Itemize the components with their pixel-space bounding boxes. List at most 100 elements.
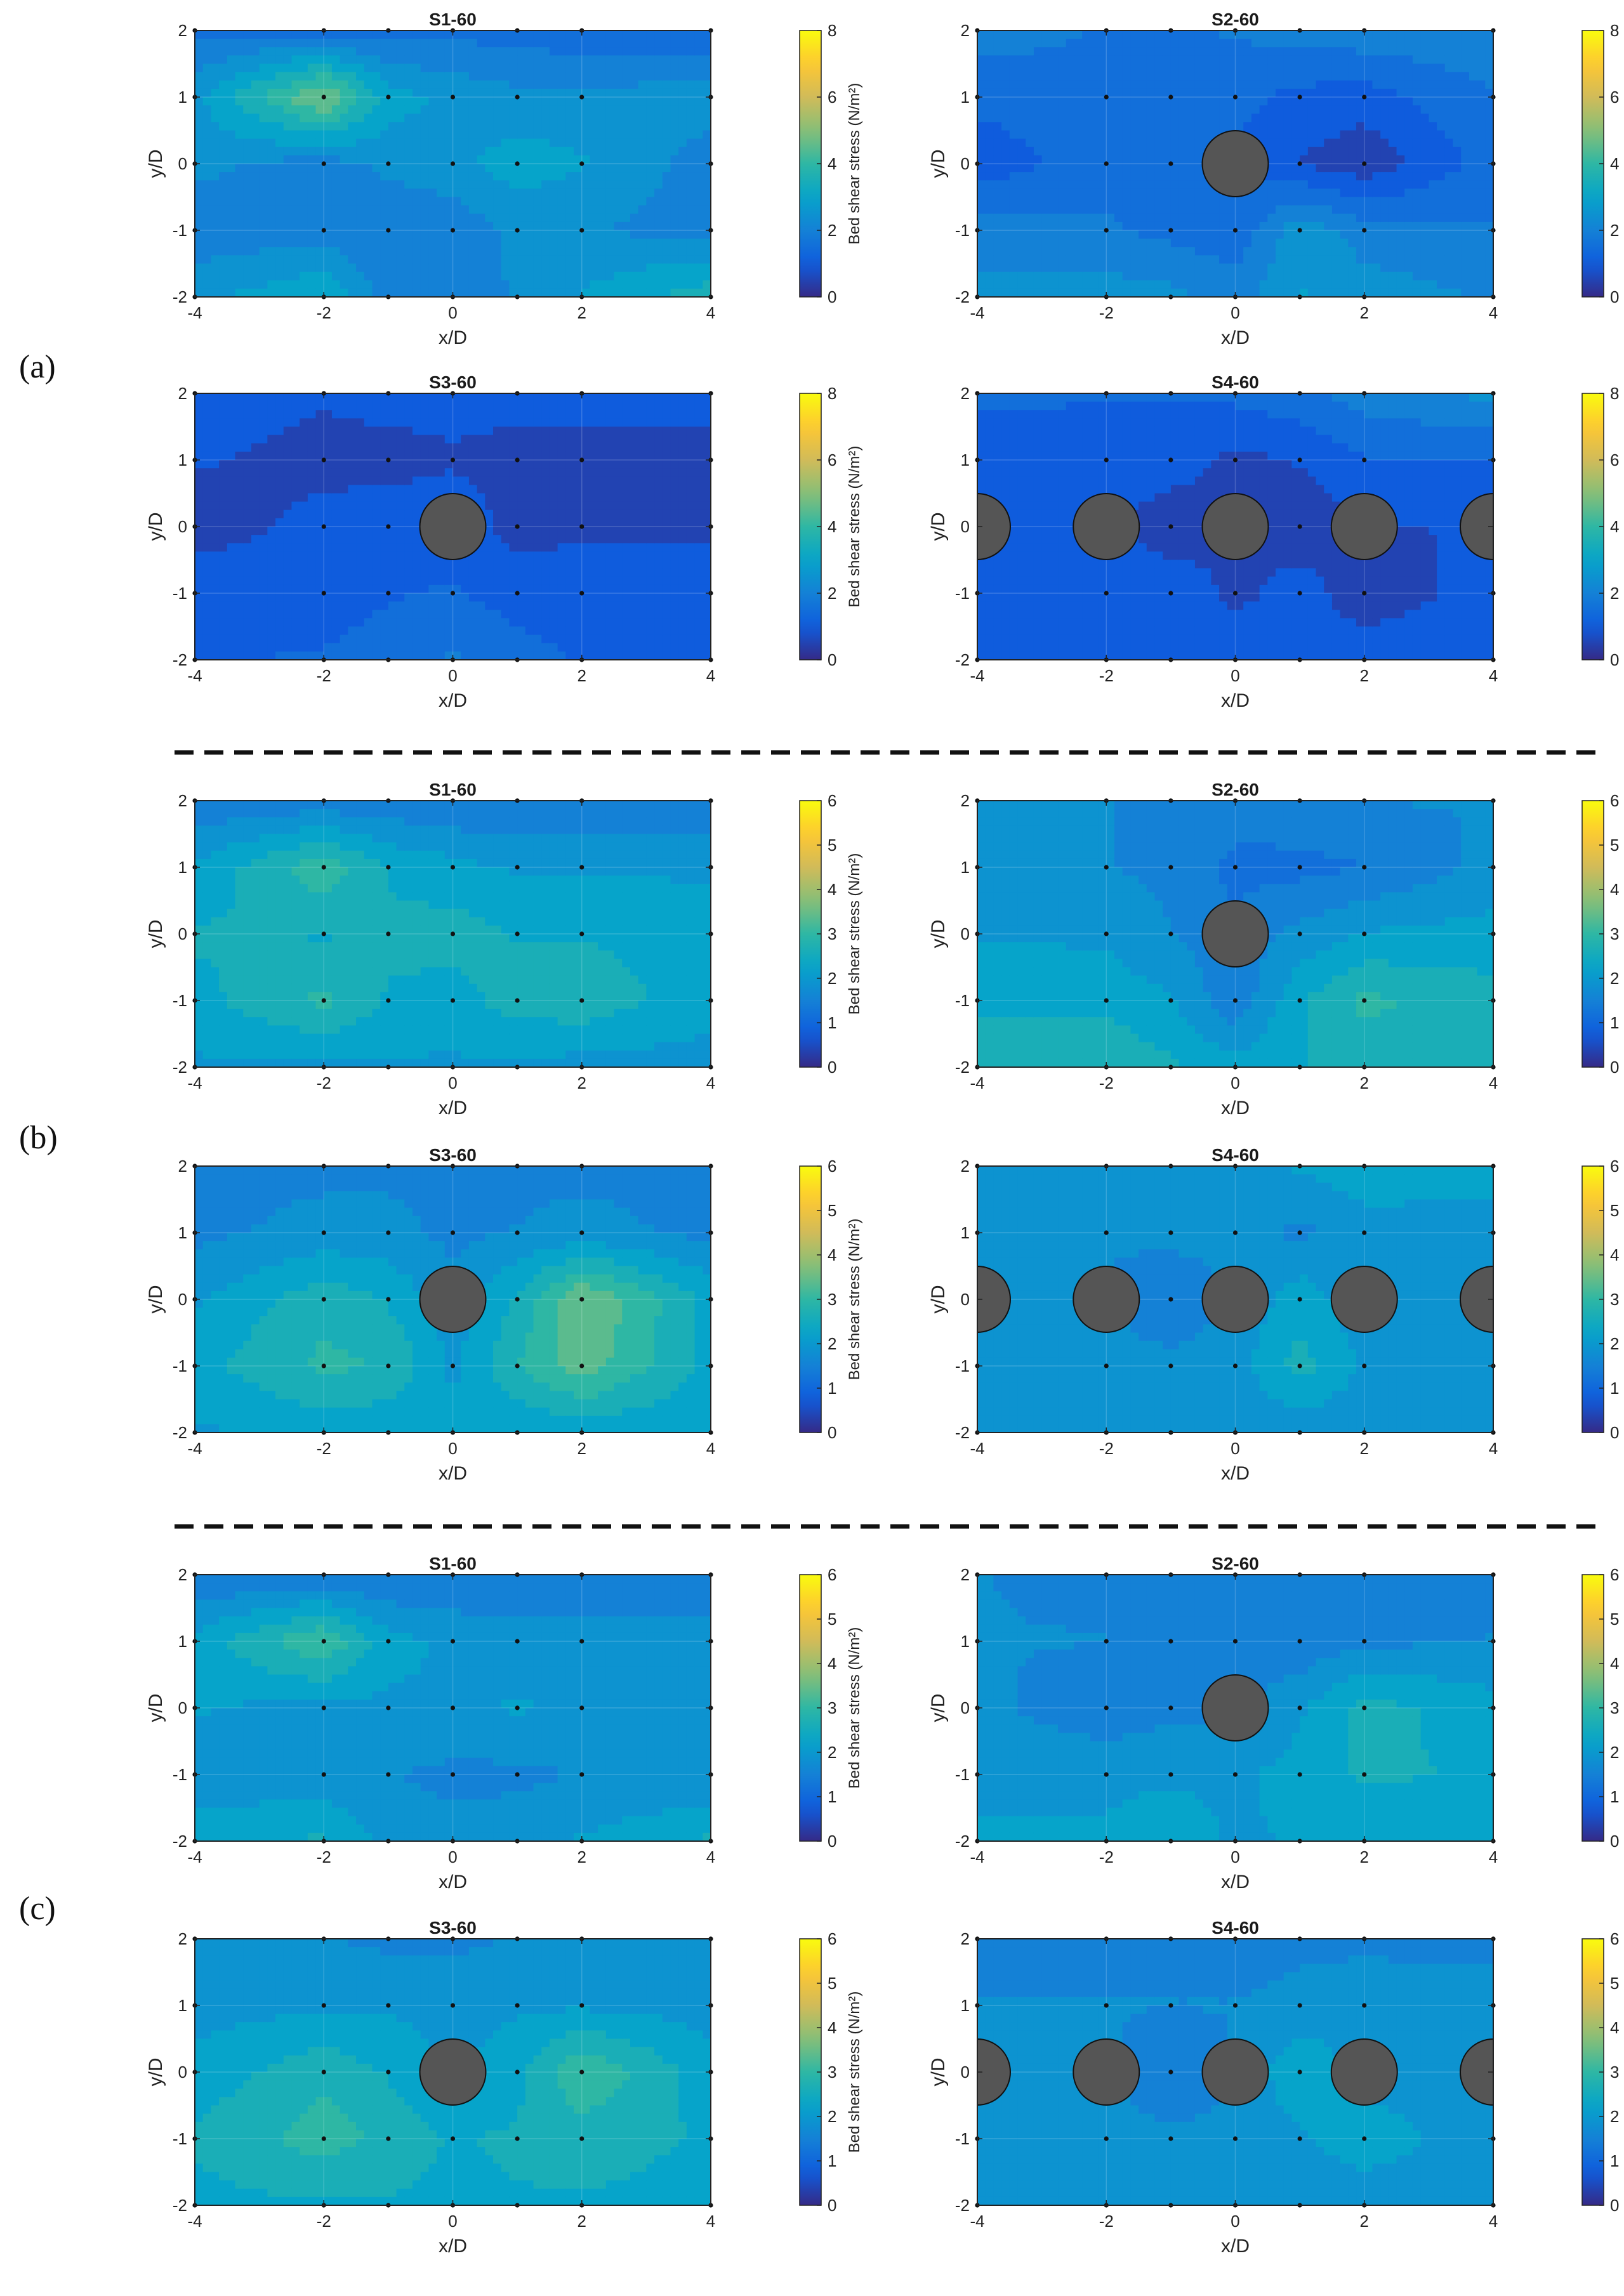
contour-cell xyxy=(574,213,583,223)
contour-cell xyxy=(1001,172,1010,181)
contour-cell xyxy=(1485,221,1493,231)
contour-cell xyxy=(275,501,284,511)
contour-cell xyxy=(412,188,421,198)
contour-cell xyxy=(324,476,333,485)
contour-cell xyxy=(340,239,348,247)
contour-cell xyxy=(1146,138,1156,148)
contour-cell xyxy=(1114,197,1123,206)
contour-cell xyxy=(1404,97,1413,106)
contour-cell xyxy=(388,272,397,281)
contour-cell xyxy=(291,410,300,419)
contour-cell xyxy=(533,172,542,181)
contour-cell xyxy=(315,618,324,627)
contour-cell xyxy=(654,88,663,98)
contour-cell xyxy=(331,651,341,660)
contour-cell xyxy=(1227,288,1236,297)
contour-cell xyxy=(372,272,381,281)
contour-cell xyxy=(686,138,696,148)
contour-cell xyxy=(1331,230,1341,239)
contour-cell xyxy=(348,509,357,519)
contour-cell xyxy=(1469,188,1478,198)
contour-cell xyxy=(1412,97,1422,106)
contour-cell xyxy=(1300,30,1309,39)
contour-cell xyxy=(1114,105,1123,114)
contour-cell xyxy=(1154,180,1163,189)
contour-cell xyxy=(1324,205,1333,214)
contour-cell xyxy=(509,280,518,289)
contour-cell xyxy=(477,247,485,256)
contour-cell xyxy=(452,188,461,198)
contour-cell xyxy=(1437,63,1446,73)
contour-cell xyxy=(1461,230,1470,239)
contour-cell xyxy=(1106,239,1115,247)
contour-cell xyxy=(1154,47,1163,56)
contour-cell xyxy=(348,30,357,39)
measurement-point xyxy=(321,228,326,233)
contour-cell xyxy=(444,188,454,198)
contour-cell xyxy=(517,80,526,89)
contour-cell xyxy=(485,247,494,256)
contour-cell xyxy=(1356,239,1365,247)
contour-cell xyxy=(211,114,220,122)
contour-cell xyxy=(1412,147,1422,156)
contour-cell xyxy=(622,105,631,114)
contour-cell xyxy=(1331,138,1341,148)
contour-cell xyxy=(444,263,454,273)
contour-cell xyxy=(1114,255,1123,265)
contour-cell xyxy=(461,172,470,181)
contour-cell xyxy=(1163,164,1172,173)
contour-cell xyxy=(420,213,429,223)
contour-cell xyxy=(324,155,333,164)
contour-cell xyxy=(1453,172,1462,181)
contour-cell xyxy=(1187,213,1196,223)
contour-cell xyxy=(300,197,308,206)
contour-cell xyxy=(1178,280,1187,289)
contour-cell xyxy=(638,188,647,198)
contour-cell xyxy=(590,255,598,265)
contour-cell xyxy=(703,263,711,273)
contour-cell xyxy=(259,402,268,410)
contour-cell xyxy=(1437,122,1446,131)
contour-cell xyxy=(348,402,357,410)
contour-cell xyxy=(605,122,615,131)
contour-cell xyxy=(235,451,244,461)
contour-cell xyxy=(1396,88,1405,98)
contour-cell xyxy=(380,213,389,223)
contour-cell xyxy=(412,230,421,239)
contour-cell xyxy=(324,188,333,198)
contour-cell xyxy=(348,197,357,206)
contour-cell xyxy=(283,164,293,173)
contour-cell xyxy=(235,476,244,485)
contour-cell xyxy=(331,55,341,65)
contour-cell xyxy=(404,155,413,164)
contour-cell xyxy=(324,618,333,627)
contour-cell xyxy=(1098,239,1107,247)
contour-cell xyxy=(211,576,220,586)
contour-cell xyxy=(283,255,293,265)
contour-cell xyxy=(243,618,252,627)
contour-cell xyxy=(380,230,389,239)
contour-cell xyxy=(533,239,542,247)
contour-cell xyxy=(428,188,437,198)
contour-cell xyxy=(275,164,284,173)
contour-cell xyxy=(549,55,558,65)
contour-cell xyxy=(686,147,696,156)
contour-cell xyxy=(324,451,333,461)
contour-cell xyxy=(654,280,663,289)
contour-cell xyxy=(1106,97,1115,106)
contour-cell xyxy=(1139,239,1147,247)
contour-cell xyxy=(605,255,615,265)
contour-cell xyxy=(267,501,276,511)
contour-cell xyxy=(1170,55,1180,65)
contour-cell xyxy=(1058,47,1067,56)
contour-cell xyxy=(300,122,308,131)
contour-cell xyxy=(1194,230,1204,239)
contour-cell xyxy=(348,501,357,511)
contour-cell xyxy=(315,180,324,189)
contour-cell xyxy=(1066,47,1075,56)
contour-cell xyxy=(1444,272,1454,281)
contour-cell xyxy=(267,122,276,131)
contour-cell xyxy=(1307,247,1317,256)
contour-cell xyxy=(396,155,405,164)
contour-cell xyxy=(605,288,615,297)
